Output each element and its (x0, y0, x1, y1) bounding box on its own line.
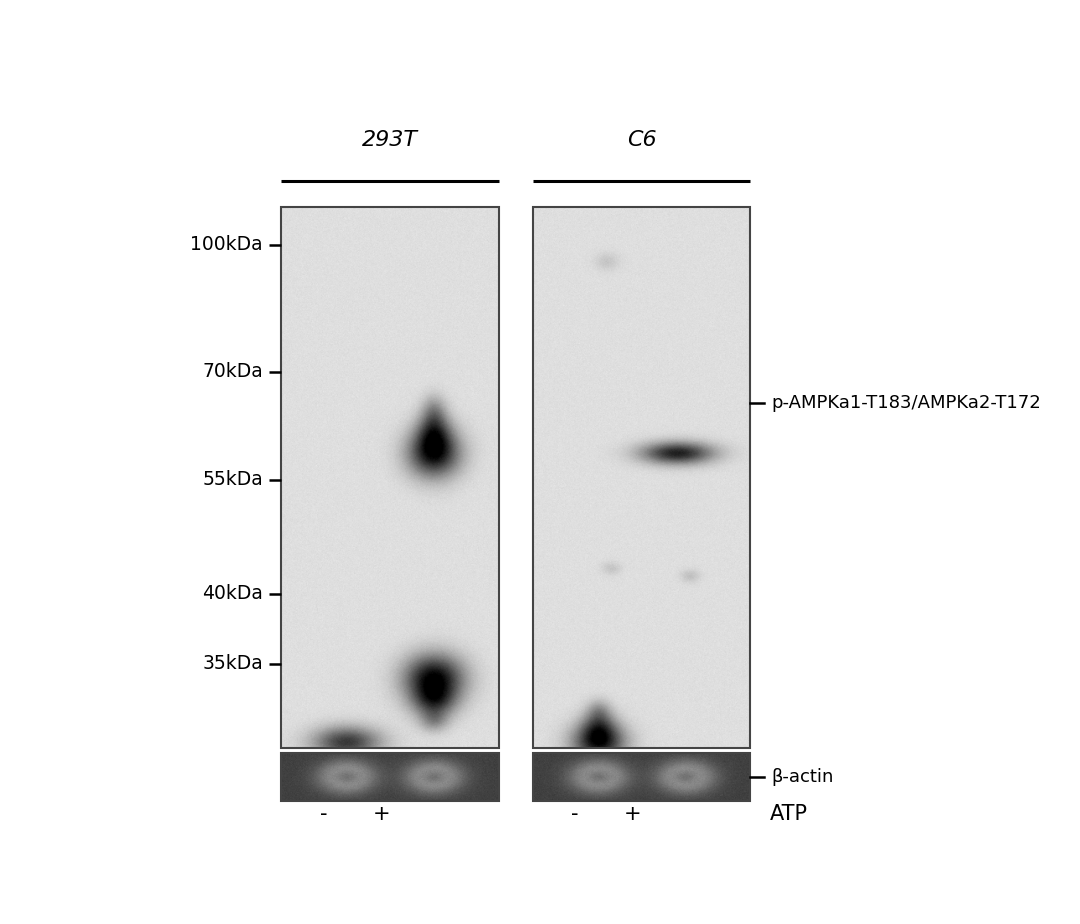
Text: 40kDa: 40kDa (202, 584, 264, 603)
Bar (282, 207, 499, 748)
Text: ATP: ATP (769, 804, 808, 824)
Bar (282, 753, 499, 801)
Text: β-actin: β-actin (771, 768, 834, 785)
Text: C6: C6 (626, 130, 657, 150)
Text: -: - (570, 804, 578, 824)
Text: 35kDa: 35kDa (202, 654, 264, 674)
Bar (532, 753, 751, 801)
Text: 55kDa: 55kDa (202, 470, 264, 490)
Text: 100kDa: 100kDa (190, 236, 264, 254)
Bar (532, 207, 751, 748)
Text: p-AMPKa1-T183/AMPKa2-T172: p-AMPKa1-T183/AMPKa2-T172 (771, 394, 1041, 411)
Text: -: - (320, 804, 327, 824)
Text: 70kDa: 70kDa (202, 362, 264, 382)
Text: +: + (373, 804, 391, 824)
Text: +: + (624, 804, 642, 824)
Text: 293T: 293T (362, 130, 418, 150)
